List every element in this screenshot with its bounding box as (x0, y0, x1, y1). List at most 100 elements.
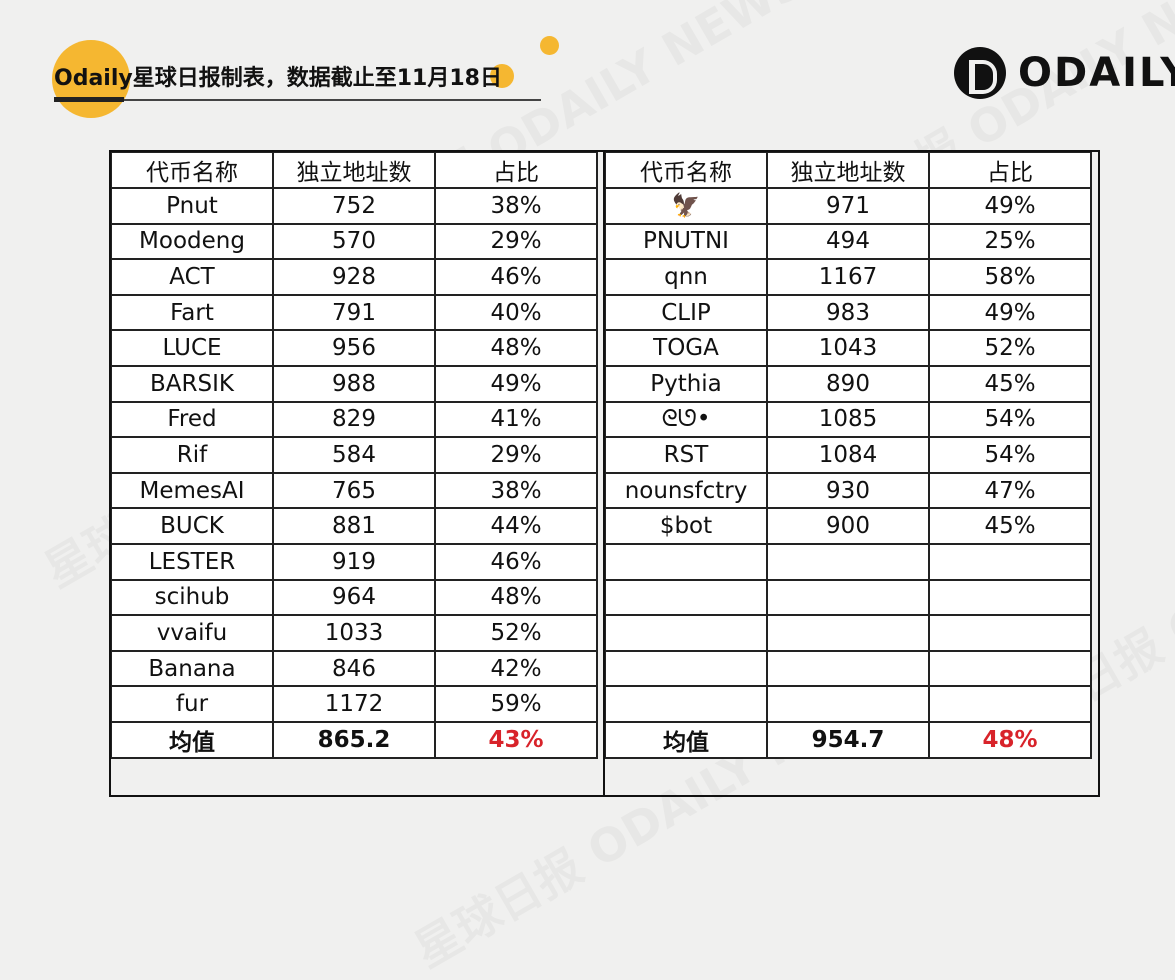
table-row: LUCE 956 48% (110, 329, 598, 367)
token-name-cell (604, 685, 768, 723)
brand-logo: ODAILY (954, 46, 1175, 100)
column-header-ratio: 占比 (928, 151, 1092, 189)
token-name-cell: ACT (110, 258, 274, 296)
decorative-circle (52, 40, 130, 118)
token-name-cell: LESTER (110, 542, 274, 581)
average-ratio-cell: 48% (928, 720, 1092, 759)
table-header-row: 代币名称 独立地址数 占比 (604, 151, 1092, 189)
table-row (604, 685, 1092, 723)
average-row: 均值 954.7 48% (604, 720, 1092, 759)
token-name-cell: $bot (604, 507, 768, 545)
address-count-cell: 928 (272, 258, 436, 296)
token-name-cell: fur (110, 685, 274, 723)
average-ratio-cell: 43% (434, 720, 598, 759)
address-count-cell: 765 (272, 471, 436, 510)
token-name-cell: MemesAI (110, 471, 274, 510)
table-row (604, 578, 1092, 617)
token-name-cell: Pythia (604, 364, 768, 403)
table-row: Rif 584 29% (110, 436, 598, 474)
table-row: Pythia 890 45% (604, 364, 1092, 403)
decorative-dot (490, 64, 514, 88)
ratio-cell: 59% (434, 685, 598, 723)
table-row: nounsfctry 930 47% (604, 471, 1092, 510)
column-header-addresses: 独立地址数 (272, 151, 436, 189)
address-count-cell: 919 (272, 542, 436, 581)
table-row: scihub 964 48% (110, 578, 598, 617)
address-count-cell: 791 (272, 293, 436, 332)
address-count-cell: 1033 (272, 614, 436, 652)
ratio-cell: 52% (434, 614, 598, 652)
address-count-cell: 881 (272, 507, 436, 545)
ratio-cell: 25% (928, 222, 1092, 261)
address-count-cell: 964 (272, 578, 436, 617)
ratio-cell (928, 685, 1092, 723)
address-count-cell: 890 (766, 364, 930, 403)
token-name-cell (604, 614, 768, 652)
address-count-cell: 752 (272, 187, 436, 225)
ratio-cell: 49% (928, 187, 1092, 225)
address-count-cell: 829 (272, 400, 436, 439)
address-count-cell: 930 (766, 471, 930, 510)
table-row: TOGA 1043 52% (604, 329, 1092, 367)
address-count-cell: 1167 (766, 258, 930, 296)
token-name-cell: LUCE (110, 329, 274, 367)
ratio-cell: 49% (928, 293, 1092, 332)
table-row: Pnut 752 38% (110, 187, 598, 225)
token-name-cell: ᘓᘎ• (604, 400, 768, 439)
address-count-cell: 1084 (766, 436, 930, 474)
title-underline (54, 99, 541, 101)
address-count-cell: 988 (272, 364, 436, 403)
table-row: ᘓᘎ• 1085 54% (604, 400, 1092, 439)
column-header-token: 代币名称 (604, 151, 768, 189)
ratio-cell: 52% (928, 329, 1092, 367)
token-name-cell: Pnut (110, 187, 274, 225)
table-row (604, 649, 1092, 688)
address-count-cell: 494 (766, 222, 930, 261)
table-row: qnn 1167 58% (604, 258, 1092, 296)
ratio-cell: 29% (434, 436, 598, 474)
odaily-logo-icon (954, 47, 1006, 99)
address-count-cell: 570 (272, 222, 436, 261)
token-name-cell: vvaifu (110, 614, 274, 652)
ratio-cell (928, 542, 1092, 581)
address-count-cell: 983 (766, 293, 930, 332)
ratio-cell: 38% (434, 471, 598, 510)
token-name-cell: Rif (110, 436, 274, 474)
token-name-cell: Fart (110, 293, 274, 332)
token-name-cell: TOGA (604, 329, 768, 367)
ratio-cell: 46% (434, 542, 598, 581)
table-row: PNUTNI 494 25% (604, 222, 1092, 261)
table-row: BARSIK 988 49% (110, 364, 598, 403)
table-row: fur 1172 59% (110, 685, 598, 723)
ratio-cell: 47% (928, 471, 1092, 510)
token-name-cell (604, 649, 768, 688)
address-count-cell (766, 649, 930, 688)
ratio-cell: 48% (434, 329, 598, 367)
title-underline-accent (54, 97, 124, 102)
ratio-cell: 29% (434, 222, 598, 261)
address-count-cell: 1085 (766, 400, 930, 439)
ratio-cell: 42% (434, 649, 598, 688)
ratio-cell: 54% (928, 436, 1092, 474)
table-row: CLIP 983 49% (604, 293, 1092, 332)
column-header-token: 代币名称 (110, 151, 274, 189)
table-row (604, 614, 1092, 652)
average-address-cell: 954.7 (766, 720, 930, 759)
logo-text: ODAILY (1018, 50, 1175, 96)
token-table-left: 代币名称 独立地址数 占比 Pnut 752 38% Moodeng 570 29% ACT… (110, 151, 598, 759)
ratio-cell: 40% (434, 293, 598, 332)
ratio-cell: 45% (928, 507, 1092, 545)
ratio-cell: 38% (434, 187, 598, 225)
table-row: $bot 900 45% (604, 507, 1092, 545)
address-count-cell: 846 (272, 649, 436, 688)
average-row: 均值 865.2 43% (110, 720, 598, 759)
page-title: Odaily星球日报制表，数据截止至11月18日 (54, 66, 502, 91)
token-name-cell: qnn (604, 258, 768, 296)
ratio-cell: 54% (928, 400, 1092, 439)
decorative-dot (540, 36, 559, 55)
table-row: Fred 829 41% (110, 400, 598, 439)
table-row: BUCK 881 44% (110, 507, 598, 545)
address-count-cell (766, 685, 930, 723)
token-name-cell (604, 542, 768, 581)
ratio-cell (928, 614, 1092, 652)
